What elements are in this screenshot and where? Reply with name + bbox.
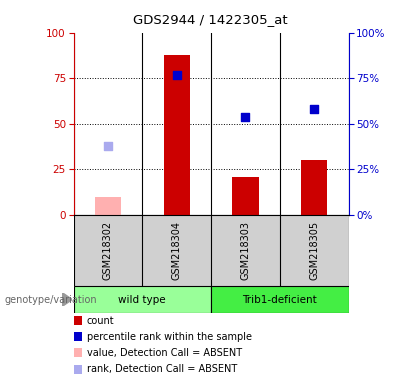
Bar	[232, 177, 258, 215]
Text: genotype/variation: genotype/variation	[4, 295, 97, 305]
Text: value, Detection Call = ABSENT: value, Detection Call = ABSENT	[87, 348, 242, 358]
Bar	[74, 215, 142, 286]
Bar	[142, 215, 211, 286]
Bar	[164, 55, 190, 215]
Text: GSM218305: GSM218305	[309, 221, 319, 280]
Bar	[95, 197, 121, 215]
Bar	[74, 286, 211, 313]
Bar	[211, 286, 349, 313]
Text: rank, Detection Call = ABSENT: rank, Detection Call = ABSENT	[87, 364, 237, 374]
Bar	[280, 215, 349, 286]
Point	[311, 106, 318, 112]
Text: Trib1-deficient: Trib1-deficient	[242, 295, 317, 305]
Text: GSM218303: GSM218303	[240, 221, 250, 280]
Point	[105, 143, 111, 149]
Text: GDS2944 / 1422305_at: GDS2944 / 1422305_at	[133, 13, 287, 26]
Text: GSM218302: GSM218302	[103, 221, 113, 280]
Text: percentile rank within the sample: percentile rank within the sample	[87, 332, 252, 342]
Bar	[211, 215, 280, 286]
Point	[242, 114, 249, 120]
Bar	[301, 161, 327, 215]
Text: GSM218304: GSM218304	[172, 221, 182, 280]
Point	[173, 71, 180, 78]
Text: wild type: wild type	[118, 295, 166, 305]
Polygon shape	[62, 293, 72, 306]
Text: count: count	[87, 316, 115, 326]
